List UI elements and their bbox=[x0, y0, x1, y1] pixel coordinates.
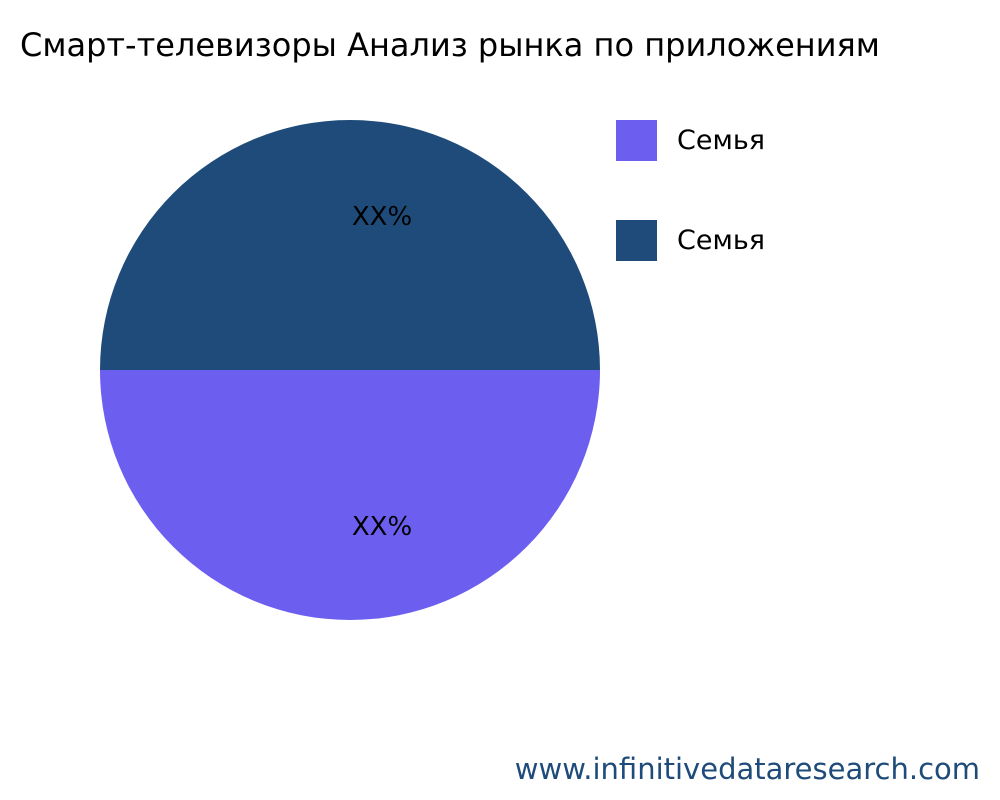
slice-data-label: XX% bbox=[352, 202, 412, 232]
legend-swatch bbox=[616, 220, 657, 261]
legend-label: Семья bbox=[677, 125, 765, 156]
legend-item: Семья bbox=[616, 120, 765, 161]
legend-swatch bbox=[616, 120, 657, 161]
footer-url: www.infinitivedataresearch.com bbox=[514, 752, 980, 786]
chart-title: Смарт-телевизоры Анализ рынка по приложе… bbox=[20, 26, 880, 64]
legend-label: Семья bbox=[677, 225, 765, 256]
legend-item: Семья bbox=[616, 220, 765, 261]
slice-data-label: XX% bbox=[352, 512, 412, 542]
pie-slice bbox=[100, 370, 600, 620]
pie-slice bbox=[100, 120, 600, 370]
